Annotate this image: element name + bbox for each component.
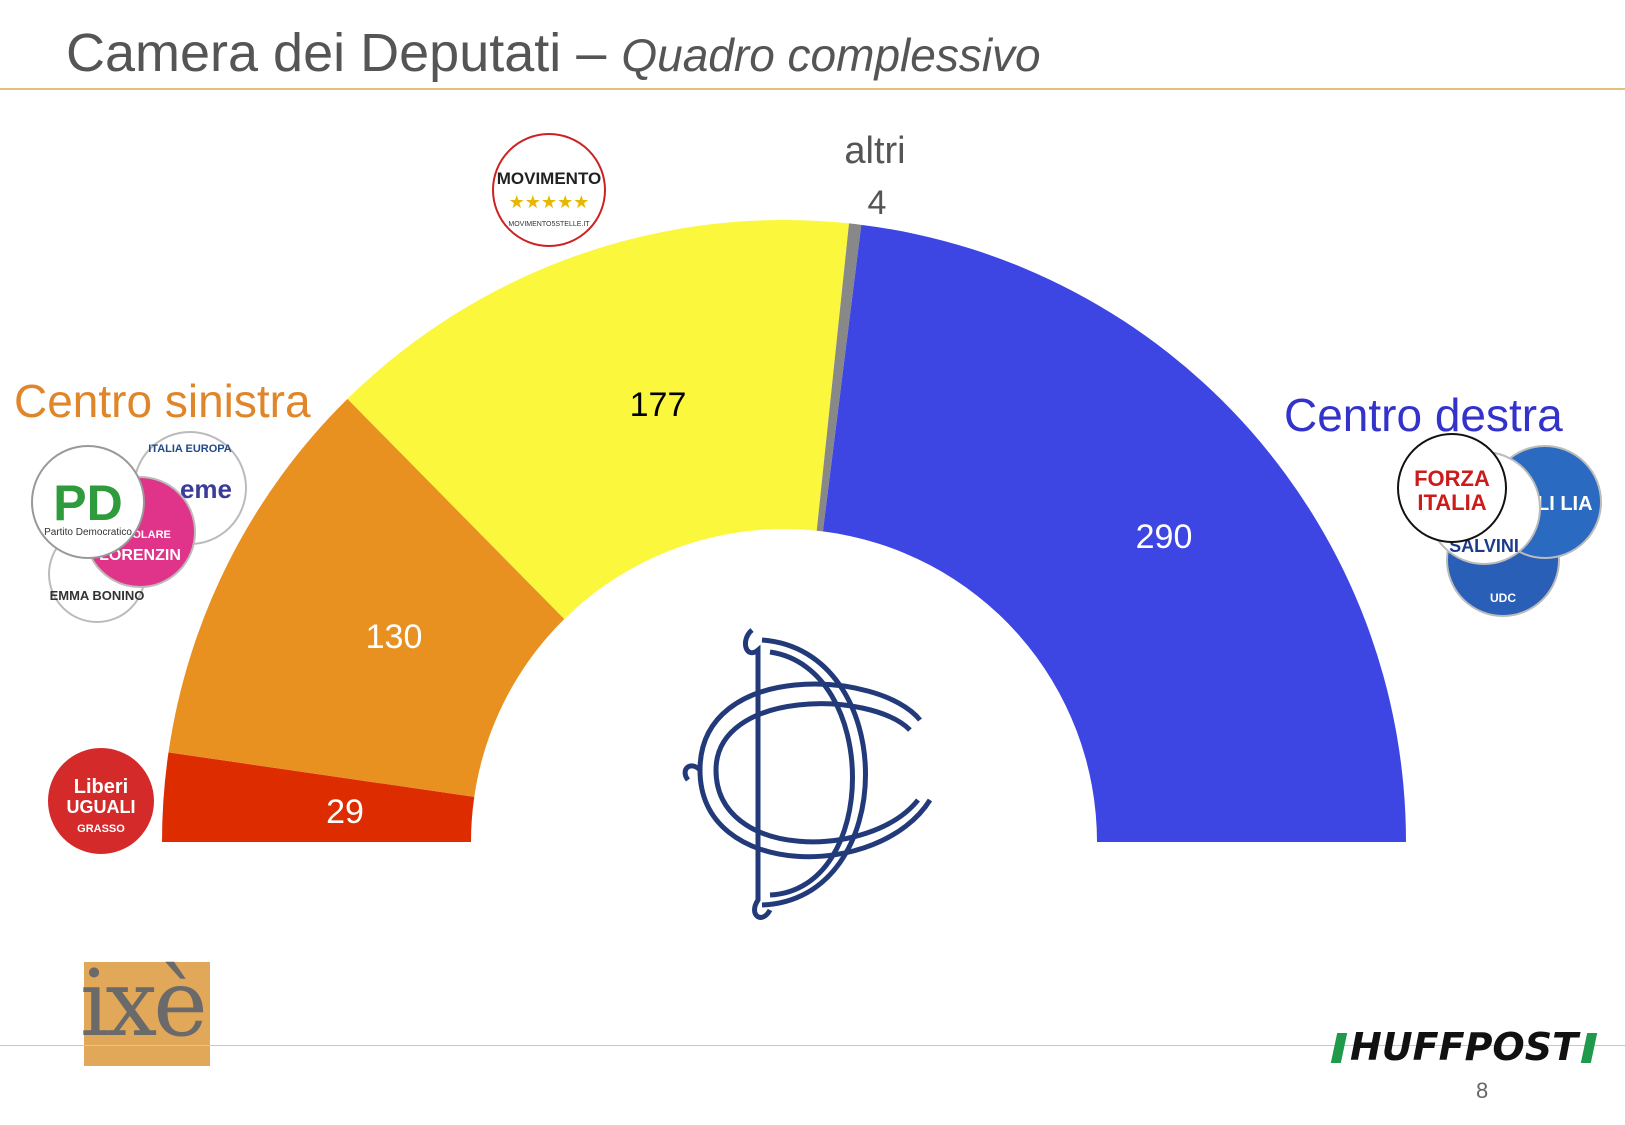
m5s-logo: MOVIMENTO ★★★★★ MOVIMENTO5STELLE.IT	[492, 133, 606, 247]
footer-divider	[0, 1045, 1625, 1046]
page-number: 8	[1476, 1078, 1489, 1103]
slice-centro-sinistra	[168, 398, 565, 797]
leu-logo-line1: Liberi	[74, 776, 128, 798]
italia-europa-logo-text: ITALIA EUROPA	[148, 443, 232, 455]
leu-logo-line2: UGUALI	[67, 797, 136, 817]
ixe-logo: ixè	[80, 950, 210, 1066]
page-title: Camera dei Deputati – Quadro complessivo	[66, 22, 1041, 84]
title-main: Camera dei Deputati	[66, 23, 562, 83]
huffpost-bar-right	[1580, 1033, 1598, 1063]
title-dash: –	[576, 23, 607, 83]
forza-italia-line1: FORZA	[1414, 466, 1490, 491]
slice-movimento-5-stelle	[347, 219, 850, 620]
pd-logo-caption: Partito Democratico	[44, 527, 132, 538]
value-label-centro-sinistra: 130	[366, 618, 423, 656]
header-divider	[0, 88, 1625, 90]
m5s-stars-icon: ★★★★★	[509, 192, 590, 212]
leu-logo-line3: GRASSO	[77, 823, 125, 835]
slice-liberi-e-uguali	[162, 752, 475, 842]
value-label-centro-destra: 290	[1136, 518, 1193, 556]
others-label: altri	[844, 130, 906, 172]
forza-italia-line2: ITALIA	[1417, 490, 1486, 515]
coalition-label-centro-destra: Centro destra	[1284, 389, 1563, 441]
m5s-logo-text: MOVIMENTO	[497, 169, 602, 188]
udc-logo-text: UDC	[1490, 591, 1516, 605]
value-label-altri: 4	[868, 184, 887, 222]
m5s-logo-url: MOVIMENTO5STELLE.IT	[508, 221, 590, 228]
slice-altri	[816, 223, 862, 532]
value-label-movimento-5-stelle: 177	[630, 386, 687, 424]
ixe-logo-text: ixè	[80, 950, 208, 1057]
camera-emblem-icon	[682, 628, 933, 920]
insieme-logo-text: eme	[180, 474, 232, 504]
huffpost-bar-left	[1330, 1033, 1348, 1063]
value-label-liberi-e-uguali: 29	[326, 793, 364, 831]
huffpost-logo: HUFFPOST	[1328, 1025, 1600, 1069]
huffpost-logo-text: HUFFPOST	[1350, 1025, 1579, 1069]
pd-logo-mark: PD	[53, 475, 122, 531]
slice-centro-destra	[822, 224, 1406, 842]
emma-bonino-logo-text: EMMA BONINO	[50, 588, 145, 603]
title-subtitle: Quadro complessivo	[621, 29, 1041, 81]
coalition-label-centro-sinistra: Centro sinistra	[14, 375, 311, 427]
lorenzin-logo-text: LORENZIN	[99, 547, 181, 564]
